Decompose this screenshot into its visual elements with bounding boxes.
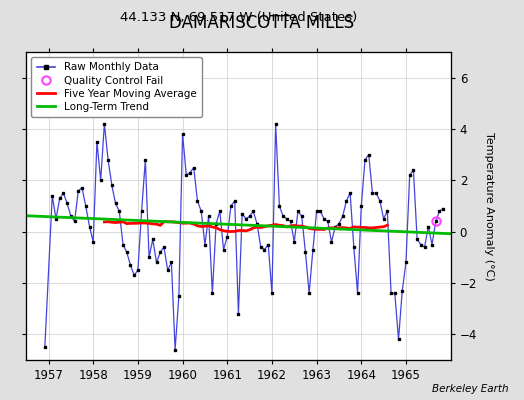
Text: DAMARISCOTTA MILLS: DAMARISCOTTA MILLS (169, 14, 355, 32)
Title: 44.133 N, 69.517 W (United States): 44.133 N, 69.517 W (United States) (120, 12, 357, 24)
Y-axis label: Temperature Anomaly (°C): Temperature Anomaly (°C) (484, 132, 494, 280)
Text: Berkeley Earth: Berkeley Earth (432, 384, 508, 394)
Legend: Raw Monthly Data, Quality Control Fail, Five Year Moving Average, Long-Term Tren: Raw Monthly Data, Quality Control Fail, … (31, 57, 202, 117)
